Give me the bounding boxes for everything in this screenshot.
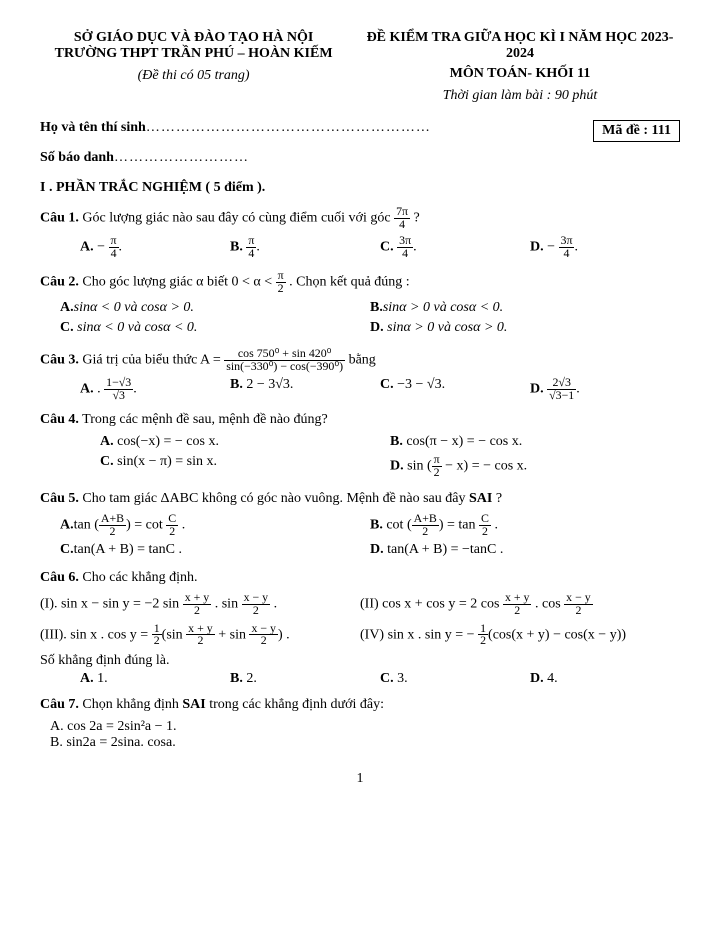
q6-conclude: Số khẳng định đúng là. bbox=[40, 653, 680, 669]
school-name: TRƯỜNG THPT TRẦN PHÚ – HOÀN KIẾM bbox=[40, 46, 347, 62]
q7-sai: SAI bbox=[182, 697, 205, 712]
pages-note: (Đề thi có 05 trang) bbox=[40, 68, 347, 84]
q4-label: Câu 4. bbox=[40, 412, 79, 427]
q7-label: Câu 7. bbox=[40, 697, 79, 712]
q6-stmt-3: (III). sin x . cos y = 12(sin x + y2 + s… bbox=[40, 623, 360, 648]
page-number: 1 bbox=[40, 771, 680, 787]
q3-label: Câu 3. bbox=[40, 353, 79, 368]
q6-stmt-4: (IV) sin x . sin y = − 12(cos(x + y) − c… bbox=[360, 623, 680, 648]
q7-text-a: Chọn khẳng định bbox=[82, 697, 182, 712]
q6-text: Cho các khẳng định. bbox=[82, 570, 197, 585]
q2-opt-b: B.sinα > 0 và cosα < 0. bbox=[370, 298, 680, 318]
q5-opt-d: D. tan(A + B) = −tanC . bbox=[370, 540, 680, 560]
q5-label: Câu 5. bbox=[40, 491, 79, 506]
q1-opt-c: C. 3π4. bbox=[380, 235, 530, 260]
q6-stmt-2: (II) cos x + cos y = 2 cos x + y2 . cos … bbox=[360, 592, 680, 617]
name-label: Họ và tên thí sinh bbox=[40, 120, 146, 135]
q5-sai: SAI bbox=[469, 491, 492, 506]
q1-opt-d: D. − 3π4. bbox=[530, 235, 680, 260]
q5-opt-c: C.tan(A + B) = tanC . bbox=[60, 540, 370, 560]
q5-opt-a: A.tan (A+B2) = cot C2 . bbox=[60, 511, 370, 540]
q3-opt-d: D. 2√3√3−1. bbox=[530, 377, 680, 402]
q3-frac: cos 750⁰ + sin 420⁰sin(−330⁰) − cos(−390… bbox=[224, 348, 345, 373]
q6-opt-d: D. 4. bbox=[530, 671, 680, 687]
q6-opt-a: A. 1. bbox=[80, 671, 230, 687]
q3-opt-b: B. 2 − 3√3. bbox=[230, 377, 380, 402]
q2-text-b: . Chọn kết quả đúng : bbox=[289, 274, 410, 289]
name-dots: ………………………………………………… bbox=[146, 120, 431, 135]
q3-text-a: Giá trị của biểu thức A = bbox=[82, 353, 224, 368]
q3-text-b: bằng bbox=[349, 353, 376, 368]
q2-opt-d: D. sinα > 0 và cosα > 0. bbox=[370, 318, 680, 338]
duration: Thời gian làm bài : 90 phút bbox=[360, 88, 680, 104]
q6-opt-c: C. 3. bbox=[380, 671, 530, 687]
q6-label: Câu 6. bbox=[40, 570, 79, 585]
q6-stmt-1: (I). sin x − sin y = −2 sin x + y2 . sin… bbox=[40, 592, 360, 617]
q1-label: Câu 1. bbox=[40, 211, 79, 226]
q4-text: Trong các mệnh đề sau, mệnh đề nào đúng? bbox=[82, 412, 328, 427]
exam-title: ĐỀ KIỂM TRA GIỮA HỌC KÌ I NĂM HỌC 2023-2… bbox=[360, 30, 680, 62]
q5-text2: ? bbox=[492, 491, 502, 506]
q2-label: Câu 2. bbox=[40, 274, 79, 289]
q7-text-b: trong các khẳng định dưới đây: bbox=[206, 697, 384, 712]
q1-text-b: ? bbox=[414, 211, 420, 226]
q5-opt-b: B. cot (A+B2) = tan C2 . bbox=[370, 511, 680, 540]
q3-opt-c: C. −3 − √3. bbox=[380, 377, 530, 402]
q6-opt-b: B. 2. bbox=[230, 671, 380, 687]
q1-frac: 7π4 bbox=[394, 206, 410, 231]
q4-opt-b: B. cos(π − x) = − cos x. bbox=[390, 432, 680, 452]
q2-frac: π2 bbox=[276, 270, 286, 295]
q7-opt-b: B. sin2a = 2sina. cosa. bbox=[50, 735, 680, 751]
id-label: Số báo danh bbox=[40, 150, 114, 165]
q3-opt-a: A. . 1−√3√3. bbox=[80, 377, 230, 402]
q2-opt-a: A.sinα < 0 và cosα > 0. bbox=[60, 298, 370, 318]
q7-opt-a: A. cos 2a = 2sin²a − 1. bbox=[50, 719, 680, 735]
q5-text: Cho tam giác ΔABC không có góc nào vuông… bbox=[82, 491, 469, 506]
exam-code: Mã đề : 111 bbox=[593, 120, 680, 142]
q1-text-a: Góc lượng giác nào sau đây có cùng điểm … bbox=[82, 211, 394, 226]
id-dots: ……………………… bbox=[114, 150, 249, 165]
section-1-title: I . PHẦN TRẮC NGHIỆM ( 5 điểm ). bbox=[40, 180, 680, 196]
dept-title: SỞ GIÁO DỤC VÀ ĐÀO TẠO HÀ NỘI bbox=[40, 30, 347, 46]
q2-text-a: Cho góc lượng giác α biết 0 < α < bbox=[82, 274, 275, 289]
q2-opt-c: C. sinα < 0 và cosα < 0. bbox=[60, 318, 370, 338]
q4-opt-a: A. cos(−x) = − cos x. bbox=[100, 432, 390, 452]
q1-opt-b: B. π4. bbox=[230, 235, 380, 260]
q4-opt-d: D. sin (π2 − x) = − cos x. bbox=[390, 452, 680, 481]
subject: MÔN TOÁN- KHỐI 11 bbox=[360, 66, 680, 82]
q4-opt-c: C. sin(x − π) = sin x. bbox=[100, 452, 390, 481]
q1-opt-a: A. − π4. bbox=[80, 235, 230, 260]
